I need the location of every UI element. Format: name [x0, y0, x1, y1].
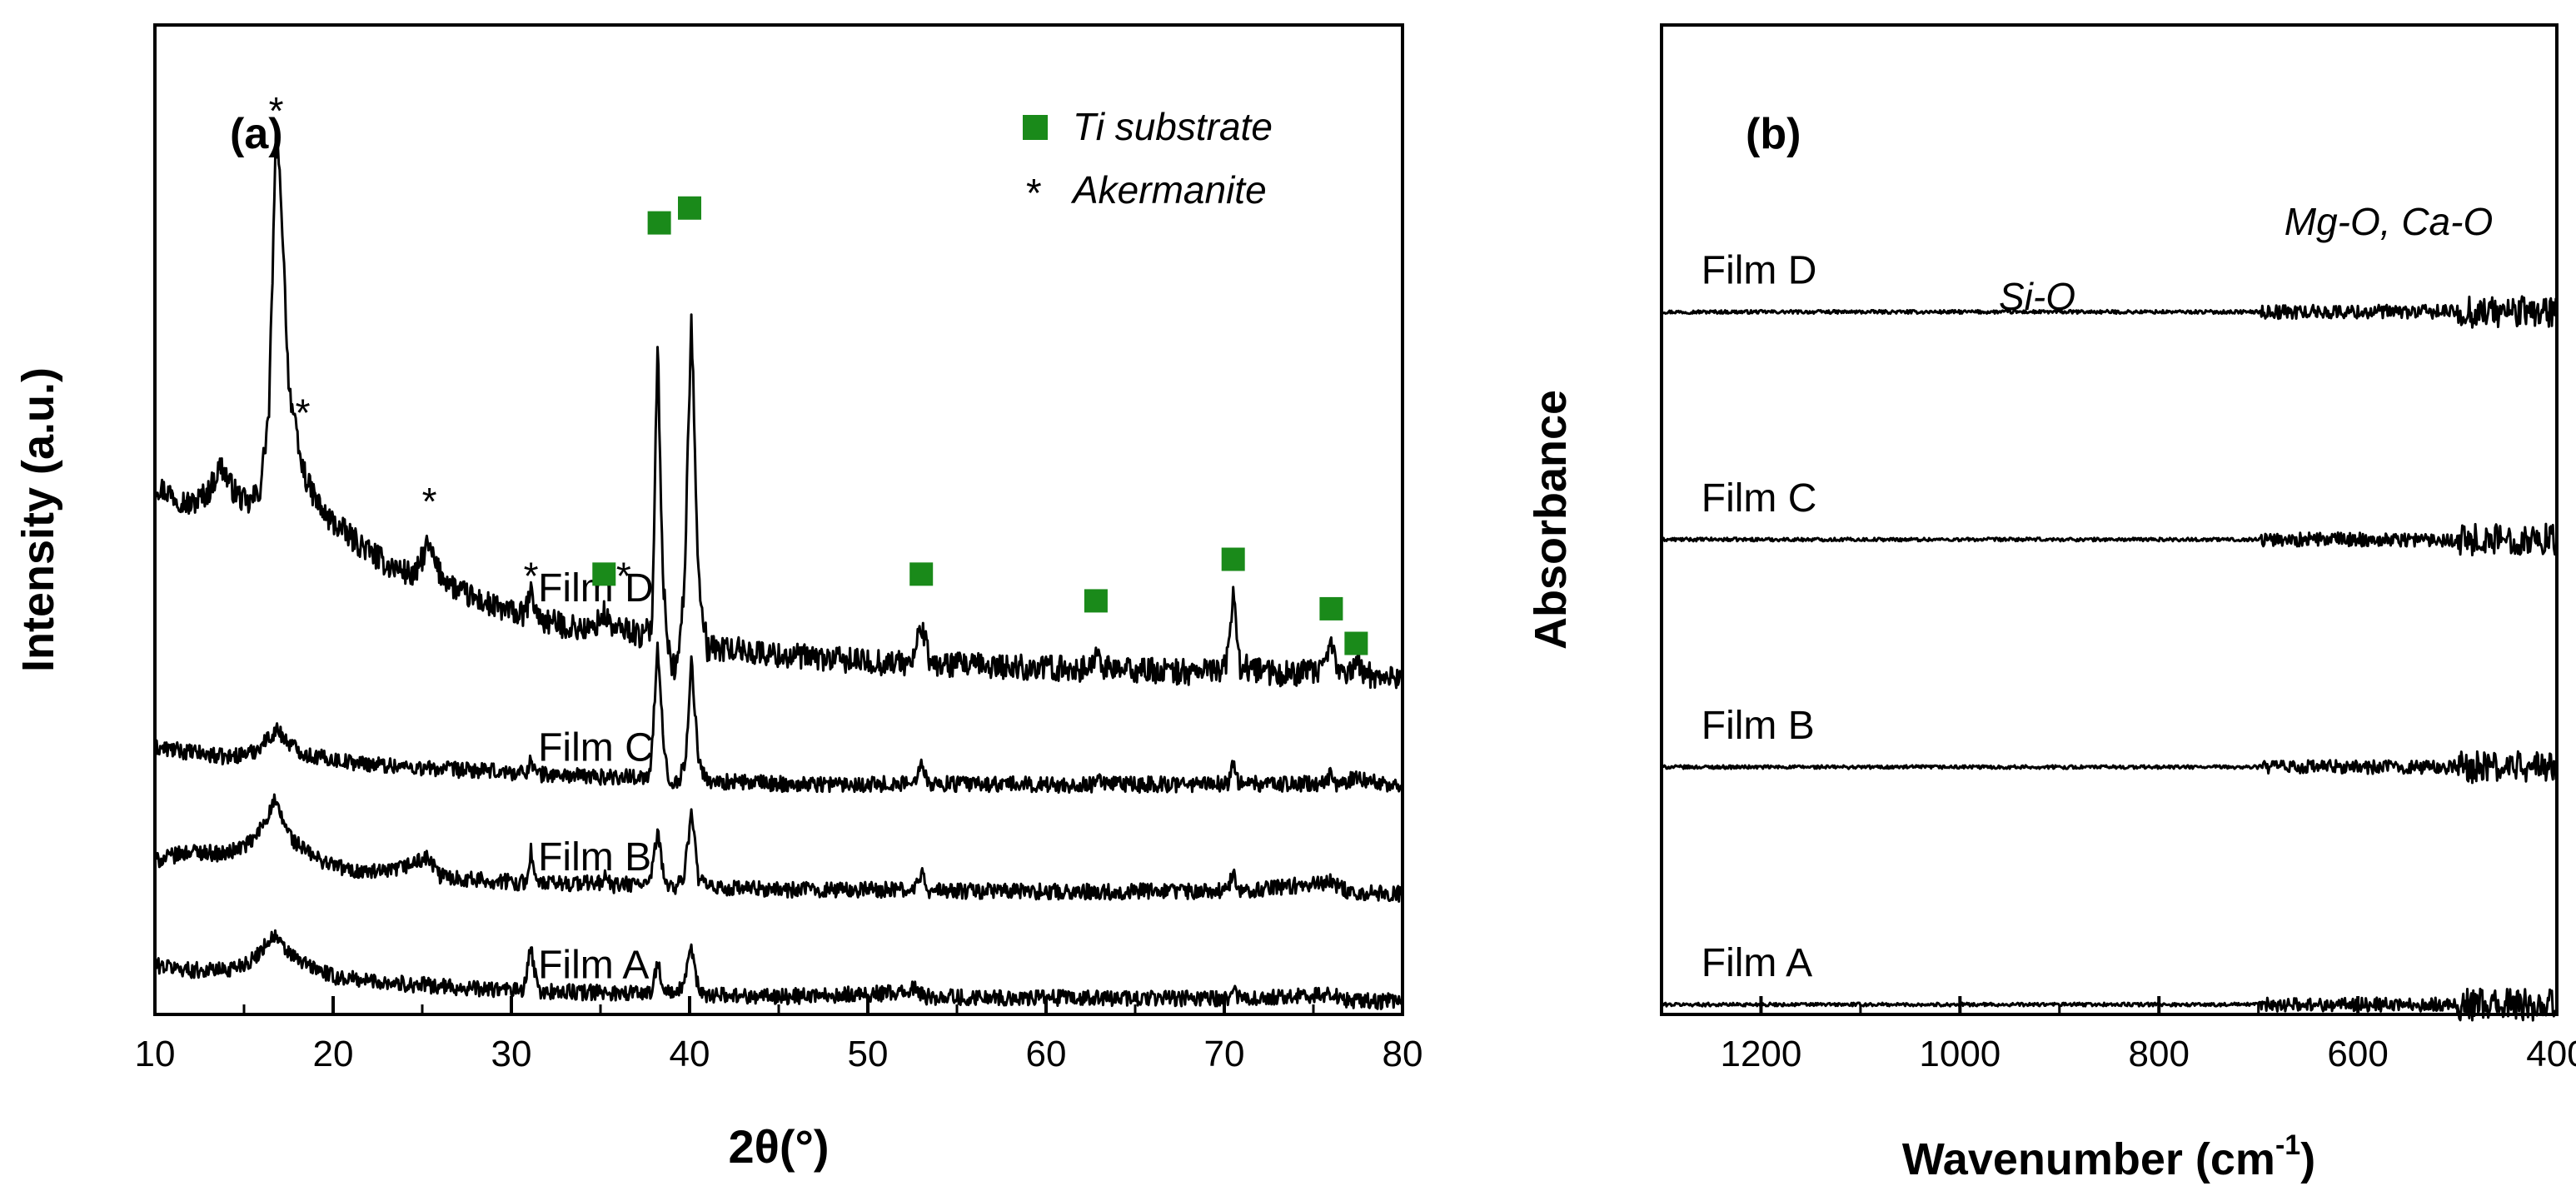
annotation-si-o: Si-O: [1999, 275, 2075, 318]
legend-akermanite-marker: *: [1026, 172, 1042, 216]
annotation-mg-o-ca-o: Mg-O, Ca-O: [2285, 200, 2493, 243]
panel-b-series-label-film-a: Film A: [1702, 941, 1812, 985]
panel-a-x-tick-label-10: 10: [135, 1034, 176, 1074]
panel-b-series: [1660, 295, 2559, 1022]
panel-b-x-tick-label-800: 800: [2129, 1034, 2190, 1074]
panel-a-x-tick-label-70: 70: [1204, 1034, 1245, 1074]
panel-a-series: [153, 123, 1404, 1010]
panel-a-x-tick-label-60: 60: [1026, 1034, 1067, 1074]
panel-a-series-film-c: [153, 641, 1404, 794]
panel-a-x-axis-unit: (°): [780, 1120, 830, 1173]
panel-a-series-label-film-c: Film C: [538, 725, 654, 770]
panel-a-markers: * * * * *: [269, 89, 1368, 655]
panel-a-x-tick-label-50: 50: [848, 1034, 889, 1074]
panel-b-series-film-c: [1660, 522, 2559, 556]
panel-b-x-tick-label-1200: 1200: [1720, 1034, 1801, 1074]
akermanite-marker: *: [269, 89, 284, 132]
panel-a-x-tick-label-40: 40: [670, 1034, 710, 1074]
legend-akermanite-label: Akermanite: [1070, 168, 1267, 212]
panel-a-label: (a): [230, 110, 283, 158]
panel-b-series-film-d: [1661, 295, 2559, 329]
panel-b-series-label-film-d: Film D: [1702, 249, 1817, 293]
ti-substrate-marker: [647, 211, 671, 235]
ti-substrate-marker: [1344, 631, 1368, 655]
panel-a-series-film-a: [153, 929, 1404, 1010]
panel-a-series-film-b: [153, 793, 1404, 903]
panel-b-y-axis-label: Absorbance: [1526, 390, 1576, 650]
panel-b-x-ticks: 1200 1000 800 600 400: [1720, 996, 2576, 1074]
panel-b-x-tick-label-600: 600: [2327, 1034, 2388, 1074]
panel-a-series-film-d: [153, 123, 1404, 690]
ti-substrate-marker: [1084, 589, 1108, 613]
panel-a-series-label-film-a: Film A: [538, 944, 649, 988]
panel-a-series-label-film-b: Film B: [538, 835, 651, 880]
panel-b-x-axis-sup: -1: [2275, 1129, 2300, 1161]
ti-substrate-marker: [678, 196, 701, 220]
ti-substrate-marker: [1319, 596, 1343, 620]
ti-substrate-marker: [592, 562, 616, 586]
panel-b-series-film-a: [1660, 987, 2559, 1022]
panel-b-label: (b): [1746, 110, 1801, 158]
panel-b-series-label-film-b: Film B: [1702, 704, 1815, 748]
akermanite-marker: *: [524, 554, 539, 597]
akermanite-marker: *: [422, 480, 437, 523]
panel-b-series-label-film-c: Film C: [1702, 476, 1817, 521]
panel-b-x-tick-label-1000: 1000: [1919, 1034, 2001, 1074]
akermanite-marker: *: [616, 554, 631, 597]
panel-b-series-labels: Film D Film C Film B Film A: [1702, 249, 1817, 986]
panel-a-x-tick-label-20: 20: [313, 1034, 354, 1074]
ti-substrate-marker: [1221, 547, 1245, 571]
panel-a-x-tick-label-80: 80: [1383, 1034, 1423, 1074]
legend-ti-substrate-marker: [1023, 115, 1048, 140]
panel-b-x-axis-label: Wavenumber (cm-1): [1902, 1129, 2315, 1184]
panel-a-x-axis-symbol: 2θ: [728, 1120, 779, 1173]
panel-b-series-film-b: [1660, 750, 2559, 785]
akermanite-marker: *: [296, 391, 311, 434]
panel-b-x-axis-close: ): [2300, 1134, 2315, 1184]
ti-substrate-marker: [909, 562, 934, 586]
panel-a-x-axis-label: 2θ(°): [728, 1120, 829, 1173]
panel-a-y-axis-label: Intensity (a.u.): [13, 367, 63, 672]
panel-b-x-tick-label-400: 400: [2526, 1034, 2576, 1074]
panel-a-x-tick-label-30: 30: [491, 1034, 532, 1074]
legend-ti-substrate-label: Ti substrate: [1073, 105, 1273, 148]
panel-b-x-axis-main: Wavenumber (cm: [1902, 1134, 2275, 1184]
panel-a-x-ticks: 10 20 30 40 50 60 70 80: [135, 996, 1423, 1074]
panel-a-legend: Ti substrate * Akermanite: [1023, 105, 1273, 216]
panel-b-plot-frame: [1660, 23, 2559, 1016]
